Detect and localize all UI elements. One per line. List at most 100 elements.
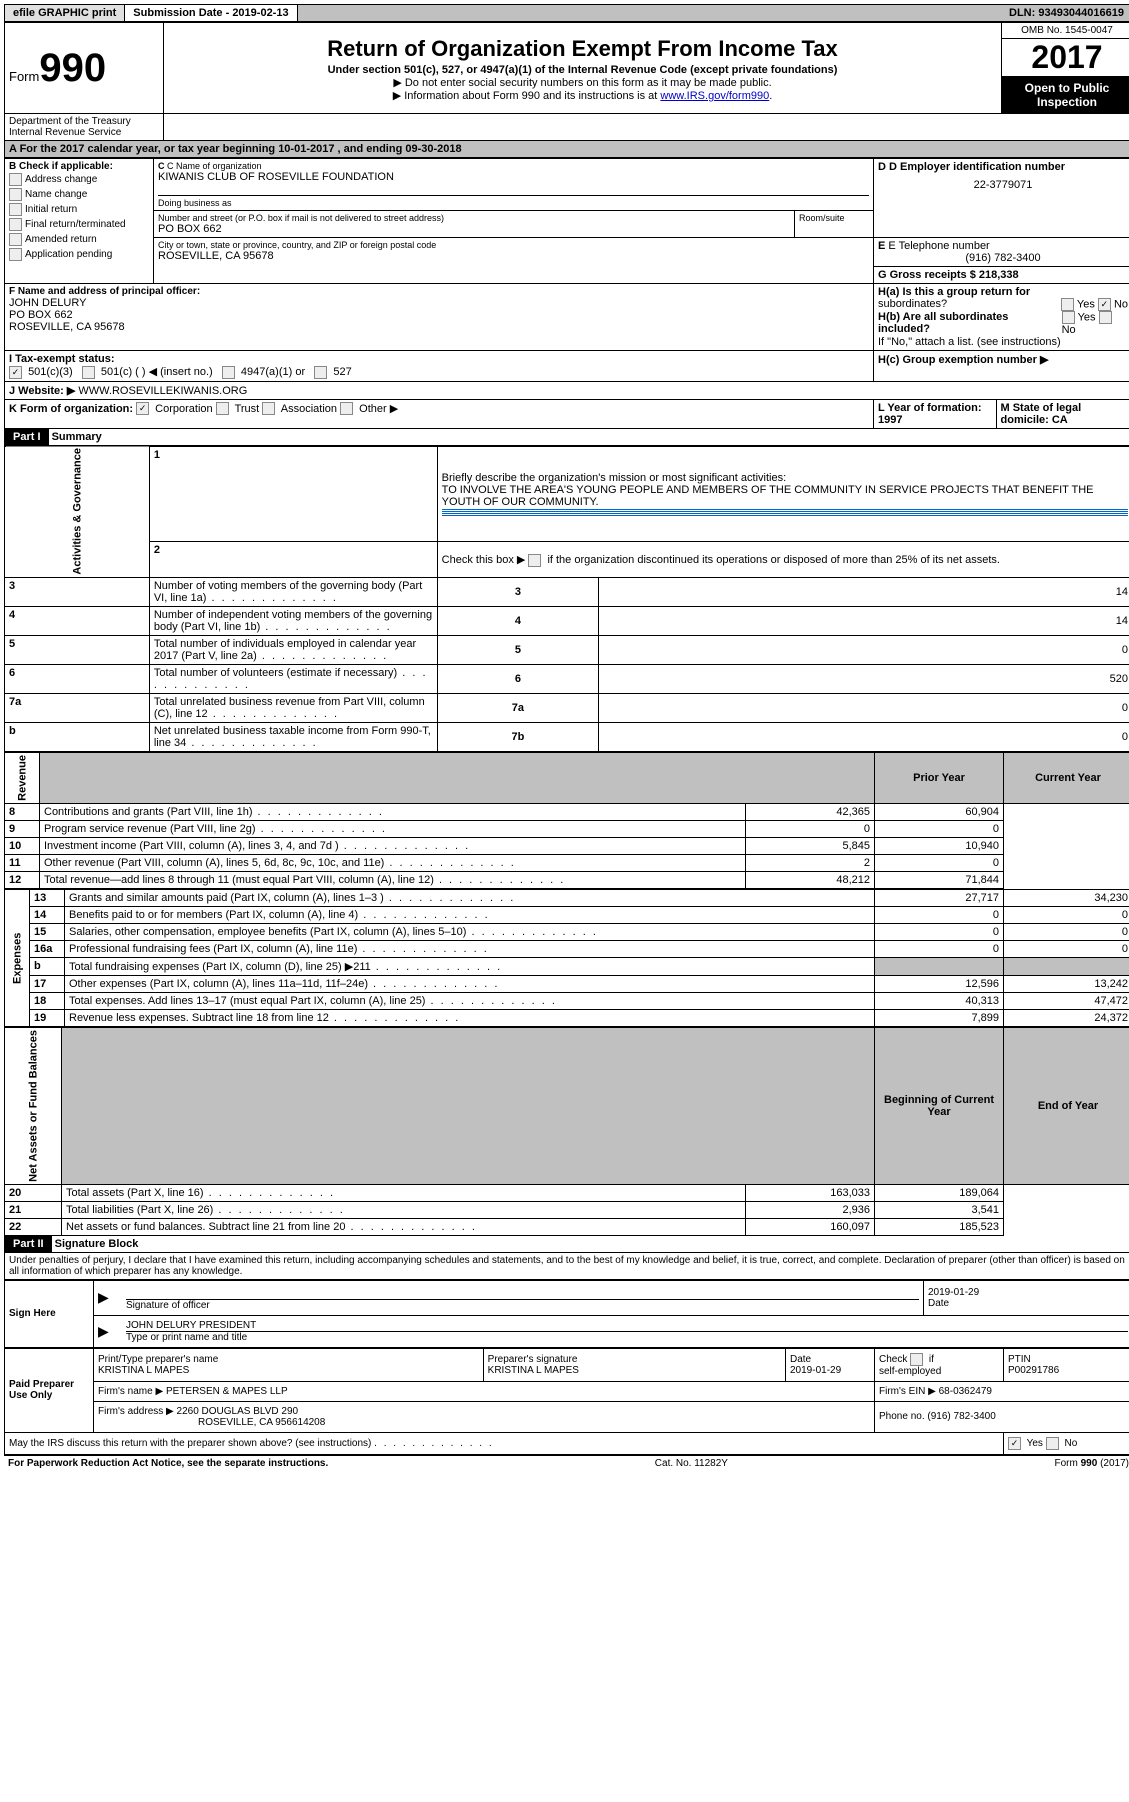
firm-phone: (916) 782-3400 <box>927 1411 995 1422</box>
check-501c3[interactable]: ✓ <box>9 366 22 379</box>
omb-number: OMB No. 1545-0047 <box>1002 23 1129 39</box>
check-initial-return[interactable] <box>9 203 22 216</box>
check-trust[interactable] <box>216 402 229 415</box>
box-j-label: J Website: ▶ <box>9 385 75 397</box>
discuss-yes[interactable]: ✓ <box>1008 1437 1021 1450</box>
telephone: (916) 782-3400 <box>878 252 1128 264</box>
check-address-change[interactable] <box>9 173 22 186</box>
note-instructions: ▶ Information about Form 990 and its ins… <box>168 89 997 102</box>
open-to-public: Open to PublicInspection <box>1002 77 1129 113</box>
street-address: PO BOX 662 <box>158 223 790 235</box>
section-revenue: Revenue <box>5 753 40 804</box>
begin-year-header: Beginning of Current Year <box>884 1094 994 1118</box>
section-expenses: Expenses <box>5 890 30 1027</box>
officer-name: JOHN DELURY <box>9 297 869 309</box>
ha-yes[interactable] <box>1061 298 1074 311</box>
box-k-label: K Form of organization: <box>9 403 133 415</box>
efile-print-button[interactable]: efile GRAPHIC print <box>5 5 125 21</box>
prep-name-label: Print/Type preparer's name <box>98 1354 218 1365</box>
dba-label: Doing business as <box>158 195 869 208</box>
check-final-return[interactable] <box>9 218 22 231</box>
check-assoc[interactable] <box>262 402 275 415</box>
prep-sig-label: Preparer's signature <box>488 1354 578 1365</box>
check-4947[interactable] <box>222 366 235 379</box>
date-label: Date <box>928 1298 949 1309</box>
table-row: 12Total revenue—add lines 8 through 11 (… <box>5 872 1129 889</box>
table-row: Expenses13Grants and similar amounts pai… <box>5 890 1129 907</box>
hb-label: H(b) Are all subordinates included? <box>878 311 1062 336</box>
hb-yes[interactable] <box>1062 311 1075 324</box>
footer: For Paperwork Reduction Act Notice, see … <box>4 1455 1129 1471</box>
check-self-emp[interactable] <box>910 1353 923 1366</box>
table-row: 15Salaries, other compensation, employee… <box>5 924 1129 941</box>
box-e-label: E E Telephone number <box>878 240 1128 252</box>
end-year-header: End of Year <box>1038 1100 1098 1112</box>
addr-label: Number and street (or P.O. box if mail i… <box>158 213 790 223</box>
officer-name-title: JOHN DELURY PRESIDENT <box>126 1320 1128 1332</box>
current-year-header: Current Year <box>1035 772 1101 784</box>
firm-phone-label: Phone no. <box>879 1411 925 1422</box>
ha-no[interactable]: ✓ <box>1098 298 1111 311</box>
check-501c[interactable] <box>82 366 95 379</box>
firm-city: ROSEVILLE, CA 956614208 <box>198 1417 325 1428</box>
gross-receipts: G Gross receipts $ 218,338 <box>874 267 1129 284</box>
signature-table: Sign Here ▶ Signature of officer 2019-01… <box>4 1280 1129 1348</box>
firm-addr: 2260 DOUGLAS BLVD 290 <box>177 1406 299 1417</box>
preparer-table: Paid Preparer Use Only Print/Type prepar… <box>4 1348 1129 1455</box>
firm-name-label: Firm's name ▶ <box>98 1386 163 1397</box>
ptin: P00291786 <box>1008 1365 1059 1376</box>
table-row: 10Investment income (Part VIII, column (… <box>5 838 1129 855</box>
org-name: KIWANIS CLUB OF ROSEVILLE FOUNDATION <box>158 171 869 183</box>
form-number: Form990 <box>9 46 159 91</box>
hb-no[interactable] <box>1099 311 1112 324</box>
form-ref: Form 990 (2017) <box>1055 1458 1129 1469</box>
prep-sig: KRISTINA L MAPES <box>488 1365 579 1376</box>
check-527[interactable] <box>314 366 327 379</box>
state-domicile: M State of legal domicile: CA <box>996 400 1129 428</box>
check-amended[interactable] <box>9 233 22 246</box>
check-discontinued[interactable] <box>528 554 541 567</box>
table-row: 14Benefits paid to or for members (Part … <box>5 907 1129 924</box>
arrow-icon: ▶ <box>98 1289 109 1305</box>
part2-header: Part II <box>5 1236 52 1252</box>
sig-officer-label: Signature of officer <box>126 1300 210 1311</box>
table-row: 4Number of independent voting members of… <box>5 607 1129 636</box>
check-corp[interactable]: ✓ <box>136 402 149 415</box>
self-employed: Check ifself-employed <box>875 1348 1004 1381</box>
entity-info-table: B Check if applicable: Address change Na… <box>4 158 1129 429</box>
check-name-change[interactable] <box>9 188 22 201</box>
firm-addr-label: Firm's address ▶ <box>98 1406 174 1417</box>
net-assets-table: Net Assets or Fund Balances Beginning of… <box>4 1027 1129 1236</box>
firm-ein: 68-0362479 <box>939 1386 992 1397</box>
line2-text: Check this box ▶ if the organization dis… <box>437 542 1129 578</box>
submission-date: Submission Date - 2019-02-13 <box>125 5 297 21</box>
ein: 22-3779071 <box>878 173 1128 197</box>
form-subtitle: Under section 501(c), 527, or 4947(a)(1)… <box>168 64 997 76</box>
prep-date-label: Date <box>790 1354 811 1365</box>
revenue-table: Revenue Prior Year Current Year 8Contrib… <box>4 752 1129 889</box>
ptin-label: PTIN <box>1008 1354 1031 1365</box>
city-label: City or town, state or province, country… <box>158 240 869 250</box>
discuss-no[interactable] <box>1046 1437 1059 1450</box>
table-row: 7aTotal unrelated business revenue from … <box>5 694 1129 723</box>
check-other[interactable] <box>340 402 353 415</box>
check-app-pending[interactable] <box>9 248 22 261</box>
room-suite-label: Room/suite <box>795 211 874 237</box>
dept-treasury: Department of the Treasury <box>9 116 131 127</box>
irs-link[interactable]: www.IRS.gov/form990 <box>660 90 769 102</box>
box-d-label: D D Employer identification number <box>878 161 1128 173</box>
website: WWW.ROSEVILLEKIWANIS.ORG <box>78 385 247 397</box>
summary-table: Activities & Governance 1 Briefly descri… <box>4 446 1129 753</box>
dln: DLN: 93493044016619 <box>1001 5 1129 21</box>
box-f-label: F Name and address of principal officer: <box>9 286 869 297</box>
sig-date: 2019-01-29 <box>928 1287 1128 1298</box>
part2-subtitle: Signature Block <box>55 1238 139 1250</box>
box-i-label: I Tax-exempt status: <box>9 353 115 365</box>
cat-no: Cat. No. 11282Y <box>655 1458 728 1469</box>
sign-here-label: Sign Here <box>5 1280 94 1347</box>
table-row: bNet unrelated business taxable income f… <box>5 723 1129 752</box>
year-formation: L Year of formation: 1997 <box>874 400 996 428</box>
section-governance: Activities & Governance <box>5 446 150 578</box>
city-state-zip: ROSEVILLE, CA 95678 <box>158 250 869 262</box>
table-row: 21Total liabilities (Part X, line 26)2,9… <box>5 1201 1129 1218</box>
